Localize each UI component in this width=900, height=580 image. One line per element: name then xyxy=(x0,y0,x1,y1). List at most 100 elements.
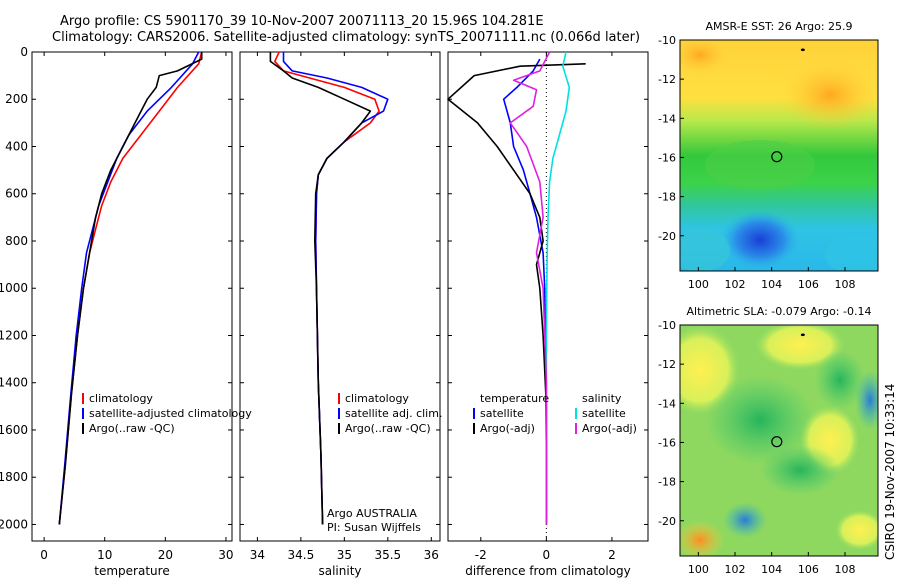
y-tick-label: -12 xyxy=(658,358,676,371)
annotation-line: PI: Susan Wijffels xyxy=(327,521,421,534)
map-title: Altimetric SLA: -0.079 Argo: -0.14 xyxy=(687,305,872,318)
y-tick-label: 1400 xyxy=(0,376,28,390)
map-panel-2: Altimetric SLA: -0.079 Argo: -0.14 100 102… xyxy=(658,305,879,576)
x-tick-label: 104 xyxy=(761,563,782,576)
series-line xyxy=(58,52,203,525)
x-tick-label: 104 xyxy=(761,278,782,291)
y-tick-label: 1800 xyxy=(0,470,28,484)
legend-label: Argo(..raw -QC) xyxy=(345,422,431,435)
y-tick-label: -20 xyxy=(658,515,676,528)
y-tick-label: 1200 xyxy=(0,328,28,342)
title-line-2: Climatology: CARS2006. Satellite-adjuste… xyxy=(52,30,641,45)
legend-label: satellite adj. clim. xyxy=(345,407,442,420)
x-tick-label: 100 xyxy=(688,563,709,576)
island-marker xyxy=(800,48,805,52)
y-tick-label: -10 xyxy=(658,319,676,332)
legend-swatch xyxy=(575,408,577,419)
series-line xyxy=(58,51,203,525)
y-tick-label: 0 xyxy=(20,45,28,59)
y-tick-label: 800 xyxy=(5,234,28,248)
x-tick-label: 34.5 xyxy=(288,548,315,562)
legend-label: Argo(-adj) xyxy=(582,422,637,435)
y-tick-label: 400 xyxy=(5,139,28,153)
y-tick-label: 1600 xyxy=(0,423,28,437)
y-tick-label: -14 xyxy=(658,397,676,410)
x-axis-label: salinity xyxy=(318,564,361,578)
diff-sal-legend: salinity satellite Argo(-adj) xyxy=(575,392,637,435)
temperature-legend: climatology satellite-adjusted climatolog… xyxy=(82,392,252,435)
x-tick-label: 106 xyxy=(798,563,819,576)
island-marker xyxy=(800,333,805,337)
sla-map-field xyxy=(680,325,878,556)
x-tick-label: 30 xyxy=(218,548,233,562)
series-line xyxy=(269,52,372,525)
y-tick-label: -18 xyxy=(658,476,676,489)
y-tick-label: -10 xyxy=(658,34,676,47)
y-tick-label: -16 xyxy=(658,151,676,164)
argo-location-marker xyxy=(771,436,783,448)
series-line xyxy=(58,51,200,525)
map-title: AMSR-E SST: 26 Argo: 25.9 xyxy=(705,20,852,33)
y-tick-label: 2000 xyxy=(0,517,28,531)
legend-swatch xyxy=(82,408,84,419)
series-line xyxy=(273,51,380,525)
credit-stamp: CSIRO 19-Nov-2007 10:33:14 xyxy=(883,383,897,560)
legend-label: satellite xyxy=(480,407,524,420)
legend-label: satellite-adjusted climatology xyxy=(89,407,252,420)
y-tick-label: 600 xyxy=(5,187,28,201)
legend-swatch xyxy=(82,423,84,434)
x-tick-label: 35.5 xyxy=(374,548,401,562)
legend-label: climatology xyxy=(89,392,153,405)
panel-frame xyxy=(31,51,233,542)
sst-map-field xyxy=(680,40,878,271)
title-line-1: Argo profile: CS 5901170_39 10-Nov-2007 … xyxy=(60,14,544,29)
legend-swatch xyxy=(338,393,340,404)
legend-swatch xyxy=(82,393,84,404)
argo-location-marker xyxy=(771,151,783,163)
series-line xyxy=(545,51,571,525)
legend-label: climatology xyxy=(345,392,409,405)
profile-panel-1: 0 10 20 30 0 200 400 600 800 1000 1200 1400 1600 1800… xyxy=(0,45,234,578)
panel-frame xyxy=(447,51,649,542)
series-line xyxy=(509,51,551,525)
x-tick-label: 0 xyxy=(543,548,551,562)
x-axis-label: difference from climatology xyxy=(465,564,631,578)
series-line xyxy=(282,52,389,525)
x-tick-label: 102 xyxy=(725,563,746,576)
y-tick-label: -18 xyxy=(658,191,676,204)
diff-temp-legend: temperature satellite Argo(-adj) xyxy=(473,392,549,435)
x-tick-label: 0 xyxy=(40,548,48,562)
y-tick-label: -14 xyxy=(658,112,676,125)
legend-swatch xyxy=(338,408,340,419)
map-panel-1: AMSR-E SST: 26 Argo: 25.9 100 102 104 106 108… xyxy=(658,20,879,291)
x-tick-label: 108 xyxy=(835,563,856,576)
legend-swatch xyxy=(473,423,475,434)
y-tick-label: -12 xyxy=(658,73,676,86)
x-tick-label: 36 xyxy=(424,548,439,562)
profile-panel-3: -2 0 2 difference from climatology xyxy=(447,51,649,578)
x-tick-label: 100 xyxy=(688,278,709,291)
x-tick-label: 34 xyxy=(250,548,265,562)
map-frame xyxy=(679,324,879,557)
legend-label: satellite xyxy=(582,407,626,420)
legend-swatch xyxy=(338,423,340,434)
legend-swatch xyxy=(473,408,475,419)
x-tick-label: 106 xyxy=(798,278,819,291)
legend-label: Argo(..raw -QC) xyxy=(89,422,175,435)
y-tick-label: -20 xyxy=(658,230,676,243)
panel-frame xyxy=(239,51,441,542)
x-tick-label: 108 xyxy=(835,278,856,291)
x-tick-label: 35 xyxy=(337,548,352,562)
y-tick-label: 200 xyxy=(5,92,28,106)
legend-swatch xyxy=(575,423,577,434)
x-tick-label: 20 xyxy=(158,548,173,562)
x-tick-label: -2 xyxy=(475,548,487,562)
x-tick-label: 10 xyxy=(97,548,112,562)
x-tick-label: 102 xyxy=(725,278,746,291)
y-tick-label: 1000 xyxy=(0,281,28,295)
legend-label: Argo(-adj) xyxy=(480,422,535,435)
legend-label: temperature xyxy=(480,392,549,405)
profile-panel-2: 34 34.5 35 35.5 36 salinity xyxy=(239,51,441,578)
annotation-line: Argo AUSTRALIA xyxy=(327,507,417,520)
